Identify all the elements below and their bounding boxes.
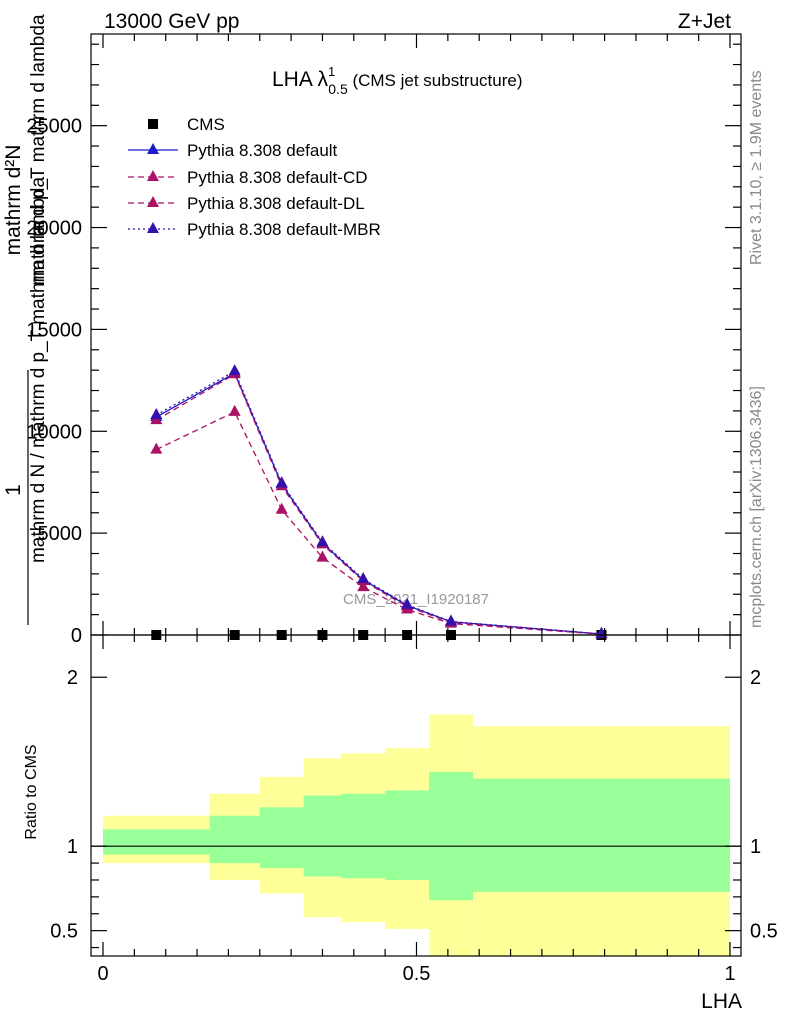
ratio-band-inner-4 (341, 793, 386, 879)
xtick-label: 0 (97, 963, 108, 985)
ylabel-num: mathrm d²N (2, 145, 25, 256)
point-pythia-8-308-default-cd-2 (275, 502, 288, 514)
legend-label-mbr: Pythia 8.308 default-MBR (187, 220, 381, 239)
legend: CMS Pythia 8.308 default Pythia 8.308 de… (128, 115, 381, 239)
legend-label-dl: Pythia 8.308 default-DL (187, 194, 365, 213)
main-ytick-label: 20000 (26, 218, 82, 240)
ratio-band-inner-2 (259, 807, 304, 869)
xtick-label: 1 (724, 963, 735, 985)
legend-entry-mbr: Pythia 8.308 default-MBR (128, 220, 381, 239)
point-pythia-8-308-default-cd-4 (357, 580, 370, 592)
watermark: CMS_2021_I1920187 (343, 591, 489, 608)
legend-label-cms: CMS (187, 115, 225, 134)
plot-title-note: (CMS jet substructure) (348, 71, 523, 90)
ratio-band-inner-0 (103, 829, 210, 855)
main-ytick-label: 0 (71, 625, 82, 647)
ylabel-frac-left: 1 (2, 484, 25, 496)
legend-marker-mbr (147, 222, 159, 233)
ratio-band-inner-3 (303, 795, 342, 877)
plot-title-main: LHA λ (272, 68, 329, 91)
legend-entry-cms: CMS (148, 115, 225, 134)
plot-title: LHA λ1 0.5 (CMS jet substructure) (272, 64, 523, 97)
ratio-ytick-label-right: 2 (750, 667, 761, 689)
legend-marker-cd (147, 170, 159, 181)
legend-entry-dl: Pythia 8.308 default-DL (128, 194, 365, 213)
ratio-band-inner-5 (385, 790, 430, 880)
legend-entry-cd: Pythia 8.308 default-CD (128, 168, 368, 187)
xlabel: LHA (701, 990, 742, 1013)
legend-marker-dl (147, 196, 159, 207)
series-line-pythia-8-308-default-mbr (155, 370, 602, 635)
ratio-ytick-label-right: 1 (750, 836, 761, 858)
series-line-pythia-8-308-default-dl (155, 373, 602, 635)
legend-label-default: Pythia 8.308 default (187, 141, 338, 160)
main-ytick-label: 5000 (38, 523, 83, 545)
ratio-ylabel: Ratio to CMS (23, 744, 40, 839)
axes: 0 5000 10000 15000 20000 25000 0 0.5 1 0.5 0.5 1 1 2 2 (26, 34, 778, 985)
point-pythia-8-308-default-mbr-5 (401, 597, 414, 609)
plot-title-sub: 0.5 (328, 81, 348, 97)
xtick-label: 0.5 (403, 963, 431, 985)
point-pythia-8-308-default-cd-3 (316, 550, 329, 562)
legend-marker-cms (148, 119, 158, 129)
ylabel-frac-den-left: mathrm d N / mathrm d p_T mathrm d lambd… (28, 177, 49, 564)
header-right: Z+Jet (678, 10, 731, 33)
legend-marker-default (147, 143, 159, 154)
ratio-ytick-label-left: 2 (67, 667, 78, 689)
ratio-band-inner-7 (472, 778, 730, 892)
point-pythia-8-308-default-mbr-3 (316, 535, 329, 547)
point-pythia-8-308-default-mbr-1 (228, 364, 241, 376)
ratio-ytick-label-left: 0.5 (50, 921, 78, 943)
main-ytick-label: 25000 (26, 116, 82, 138)
ratio-ytick-label-right: 0.5 (750, 921, 778, 943)
point-pythia-8-308-default-cd-1 (228, 404, 241, 416)
point-pythia-8-308-default-mbr-2 (275, 476, 288, 488)
header-left: 13000 GeV pp (104, 10, 239, 33)
ratio-band-inner-1 (209, 815, 260, 864)
point-pythia-8-308-default-mbr-4 (357, 571, 370, 583)
ylabel-den: mathrm d p_T mathrm d lambda (28, 14, 49, 285)
main-ylabel: 1 mathrm d N / mathrm d p_T mathrm d lam… (2, 14, 49, 625)
point-pythia-8-308-default-mbr-6 (444, 614, 457, 626)
ratio-band-inner-6 (429, 771, 473, 901)
legend-label-cd: Pythia 8.308 default-CD (187, 168, 368, 187)
ratio-bands (103, 714, 730, 956)
plot-title-sup: 1 (328, 64, 335, 79)
legend-entry-default: Pythia 8.308 default (128, 141, 338, 160)
mcplots-label: mcplots.cern.ch [arXiv:1306.3436] (748, 386, 765, 628)
main-ytick-label: 15000 (26, 319, 82, 341)
point-pythia-8-308-default-mbr-0 (150, 407, 163, 419)
point-pythia-8-308-default-cd-0 (150, 442, 163, 454)
rivet-label: Rivet 3.1.10, ≥ 1.9M events (748, 70, 765, 265)
ratio-ytick-label-left: 1 (67, 836, 78, 858)
series-line-pythia-8-308-default (155, 372, 602, 635)
main-ytick-label: 10000 (26, 421, 82, 443)
series-line-pythia-8-308-default-cd (156, 411, 602, 635)
